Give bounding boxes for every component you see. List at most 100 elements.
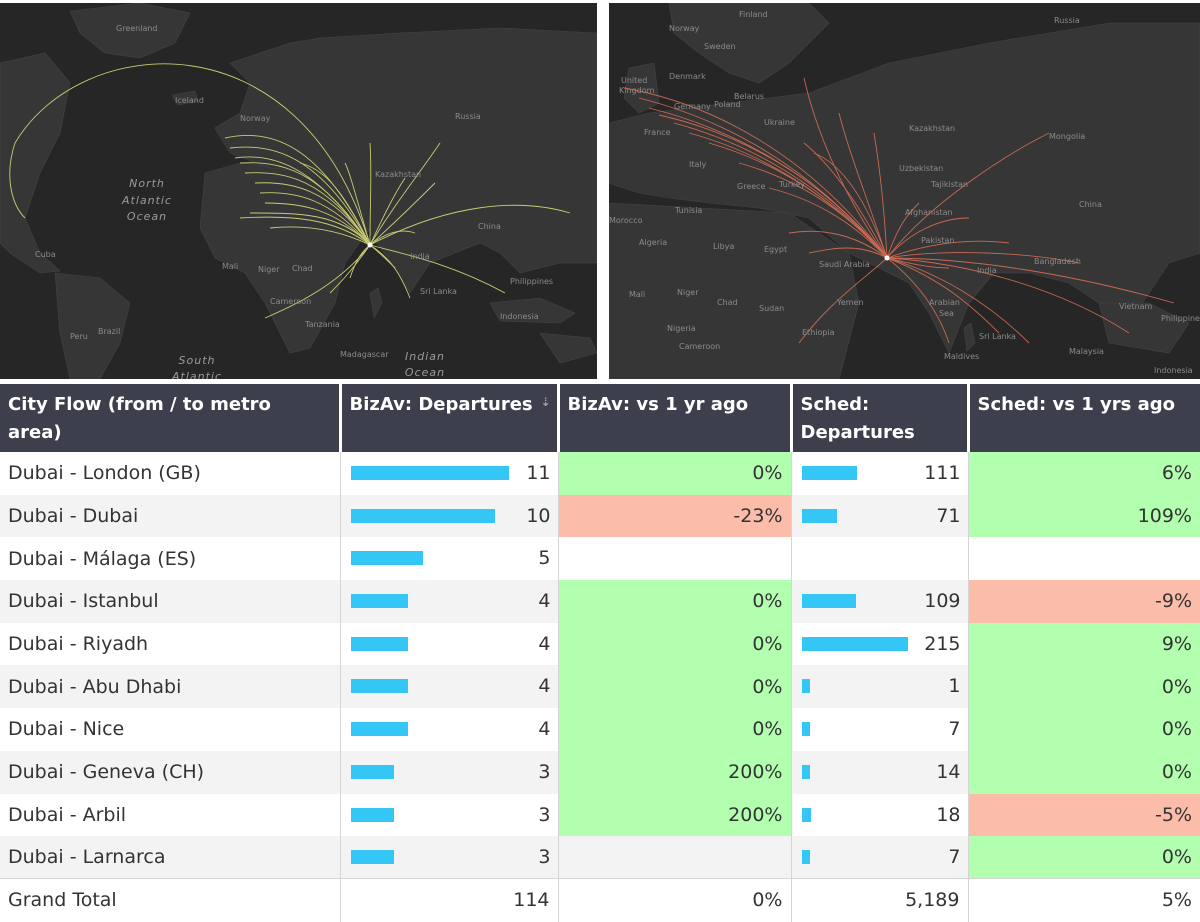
map-label: Indian [405,350,445,363]
table-row[interactable]: Dubai - Málaga (ES) 5 [0,537,1200,581]
sched-departures-value: 1 [948,675,961,698]
bizav-departures-bar [350,807,394,822]
bizav-departures-cell: 4 [340,708,559,751]
map-label: Mali [629,290,646,299]
sched-flow-map[interactable]: Finland Norway Russia Sweden United King… [609,3,1200,379]
map-label: Madagascar [340,350,389,359]
table-row[interactable]: Dubai - Nice 4 0% 7 0% [0,708,1200,751]
map-label: Malaysia [1069,347,1104,356]
table-row[interactable]: Dubai - Abu Dhabi 4 0% 1 0% [0,665,1200,709]
map-label: Nigeria [667,324,696,333]
header-bizav-departures[interactable]: BizAv: Departures ⇣ [340,384,560,452]
map-label: Tanzania [305,320,340,329]
bizav-departures-value: 5 [538,547,551,570]
city-flow-cell: Dubai - Istanbul [0,580,341,623]
grand-total-row: Grand Total 114 0% 5,189 5% [0,878,1200,922]
header-sched-vs-1yr[interactable]: Sched: vs 1 yrs ago [968,384,1200,452]
header-sched-departures[interactable]: Sched: Departures [791,384,970,452]
table-row[interactable]: Dubai - Geneva (CH) 3 200% 14 0% [0,750,1200,794]
sched-departures-value: 71 [936,504,961,527]
total-sched-departures: 5,189 [791,878,969,922]
header-label: Sched: vs 1 yrs ago [977,394,1176,415]
map-label: Peru [70,332,88,341]
bizav-vs-1yr-cell: 0% [558,708,792,751]
sched-departures-cell: 111 [791,452,969,495]
map-label: Cameroon [679,342,721,351]
bizav-departures-bar [350,594,408,609]
sched-vs-1yr-cell: 0% [968,708,1200,751]
sched-departures-value: 7 [948,718,961,741]
sched-vs-1yr-cell [968,537,1200,581]
table-row[interactable]: Dubai - Larnarca 3 7 0% [0,836,1200,879]
map-label: India [410,252,430,261]
sched-departures-value: 215 [924,632,961,655]
city-flow-cell: Dubai - Nice [0,708,341,751]
header-label: BizAv: vs 1 yr ago [567,394,749,415]
sched-vs-1yr-cell: -9% [968,580,1200,623]
sched-departures-bar [801,636,908,651]
map-label: United [621,76,648,85]
sched-departures-cell: 1 [791,665,969,709]
map-label: Greece [737,182,766,191]
map-label: Atlantic [171,370,223,379]
map-label: Turkey [779,180,806,189]
sched-departures-cell: 109 [791,580,969,623]
map-label: Kingdom [619,86,655,95]
sched-departures-bar [801,764,810,779]
map-label: Ethiopia [802,328,835,337]
map-label: Maldives [944,352,980,361]
map-label: Norway [669,24,700,33]
total-sched-vs-1yr: 5% [968,878,1200,922]
bizav-departures-value: 3 [538,760,551,783]
city-flow-table: City Flow (from / to metro area) BizAv: … [0,384,1200,922]
bizav-departures-bar [350,679,408,694]
bizav-flow-map[interactable]: Greenland Iceland Russia Norway North At… [0,3,597,379]
bizav-departures-bar [350,551,423,566]
header-bizav-vs-1yr[interactable]: BizAv: vs 1 yr ago [558,384,793,452]
sched-departures-bar [801,508,837,523]
sched-departures-cell: 7 [791,836,969,879]
city-flow-cell: Dubai - Dubai [0,494,341,538]
bizav-departures-value: 4 [538,590,551,613]
map-label: Ocean [126,210,168,223]
map-label: Niger [677,288,699,297]
map-label: Chad [292,264,313,273]
table-row[interactable]: Dubai - Istanbul 4 0% 109 -9% [0,580,1200,623]
table-row[interactable]: Dubai - Arbil 3 200% 18 -5% [0,793,1200,837]
map-label: Philippine [1161,314,1200,323]
map-label: Tunisia [675,206,703,215]
sched-departures-bar [801,850,810,865]
map-label: Chad [717,298,738,307]
table-row[interactable]: Dubai - Dubai 10 -23% 71 109% [0,494,1200,538]
grand-total-label: Grand Total [0,878,341,922]
map-label: Denmark [669,72,706,81]
sched-departures-bar [801,722,810,737]
map-label: China [478,222,501,231]
map-label: Atlantic [121,194,173,207]
header-city-flow[interactable]: City Flow (from / to metro area) [0,384,342,452]
city-flow-cell: Dubai - Málaga (ES) [0,537,341,581]
table-row[interactable]: Dubai - London (GB) 11 0% 111 6% [0,452,1200,495]
sched-vs-1yr-cell: 0% [968,836,1200,879]
sched-departures-bar [801,466,857,480]
sched-departures-cell: 7 [791,708,969,751]
bizav-vs-1yr-cell [558,836,792,879]
map-label: South [178,354,216,367]
bizav-departures-value: 11 [526,462,551,484]
map-label: Kazakhstan [909,124,956,133]
total-bizav-departures: 114 [340,878,559,922]
bizav-departures-value: 4 [538,718,551,741]
table-row[interactable]: Dubai - Riyadh 4 0% 215 9% [0,622,1200,666]
bizav-vs-1yr-cell: 0% [558,580,792,623]
bizav-map-graphic [0,3,597,379]
map-label: Belarus [734,92,765,101]
map-label: Vietnam [1119,302,1153,311]
bizav-departures-value: 4 [538,632,551,655]
map-label: Indonesia [1154,366,1193,375]
map-label: Iceland [175,96,204,105]
sort-descending-icon[interactable]: ⇣ [540,395,551,409]
bizav-departures-cell: 4 [340,580,559,623]
map-label: Sweden [704,42,736,51]
map-label: India [977,266,997,275]
bizav-departures-bar [350,466,509,480]
